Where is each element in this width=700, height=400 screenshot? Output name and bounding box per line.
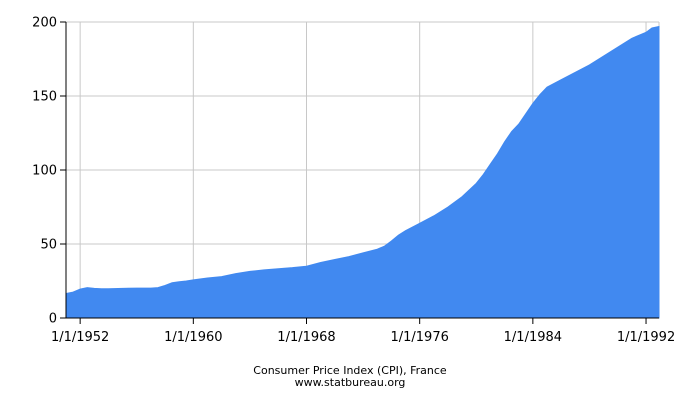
x-tick-label: 1/1/1952 [51,330,109,345]
y-axis-ticks: 0 50 100 150 200 [32,16,66,327]
y-tick-label: 100 [32,164,57,179]
x-axis-ticks: 1/1/1952 1/1/1960 1/1/1968 1/1/1976 1/1/1984… [51,318,675,345]
x-tick-label: 1/1/1960 [164,330,222,345]
y-tick-label: 0 [49,312,57,327]
chart-title: Consumer Price Index (CPI), France [253,364,447,377]
x-tick-label: 1/1/1968 [277,330,335,345]
cpi-area-series [65,25,660,319]
x-tick-label: 1/1/1992 [617,330,675,345]
x-tick-label: 1/1/1984 [504,330,562,345]
y-tick-label: 50 [40,238,57,253]
x-tick-label: 1/1/1976 [390,330,448,345]
y-tick-label: 200 [32,16,57,31]
chart-source: www.statbureau.org [294,376,406,389]
y-tick-label: 150 [32,90,57,105]
